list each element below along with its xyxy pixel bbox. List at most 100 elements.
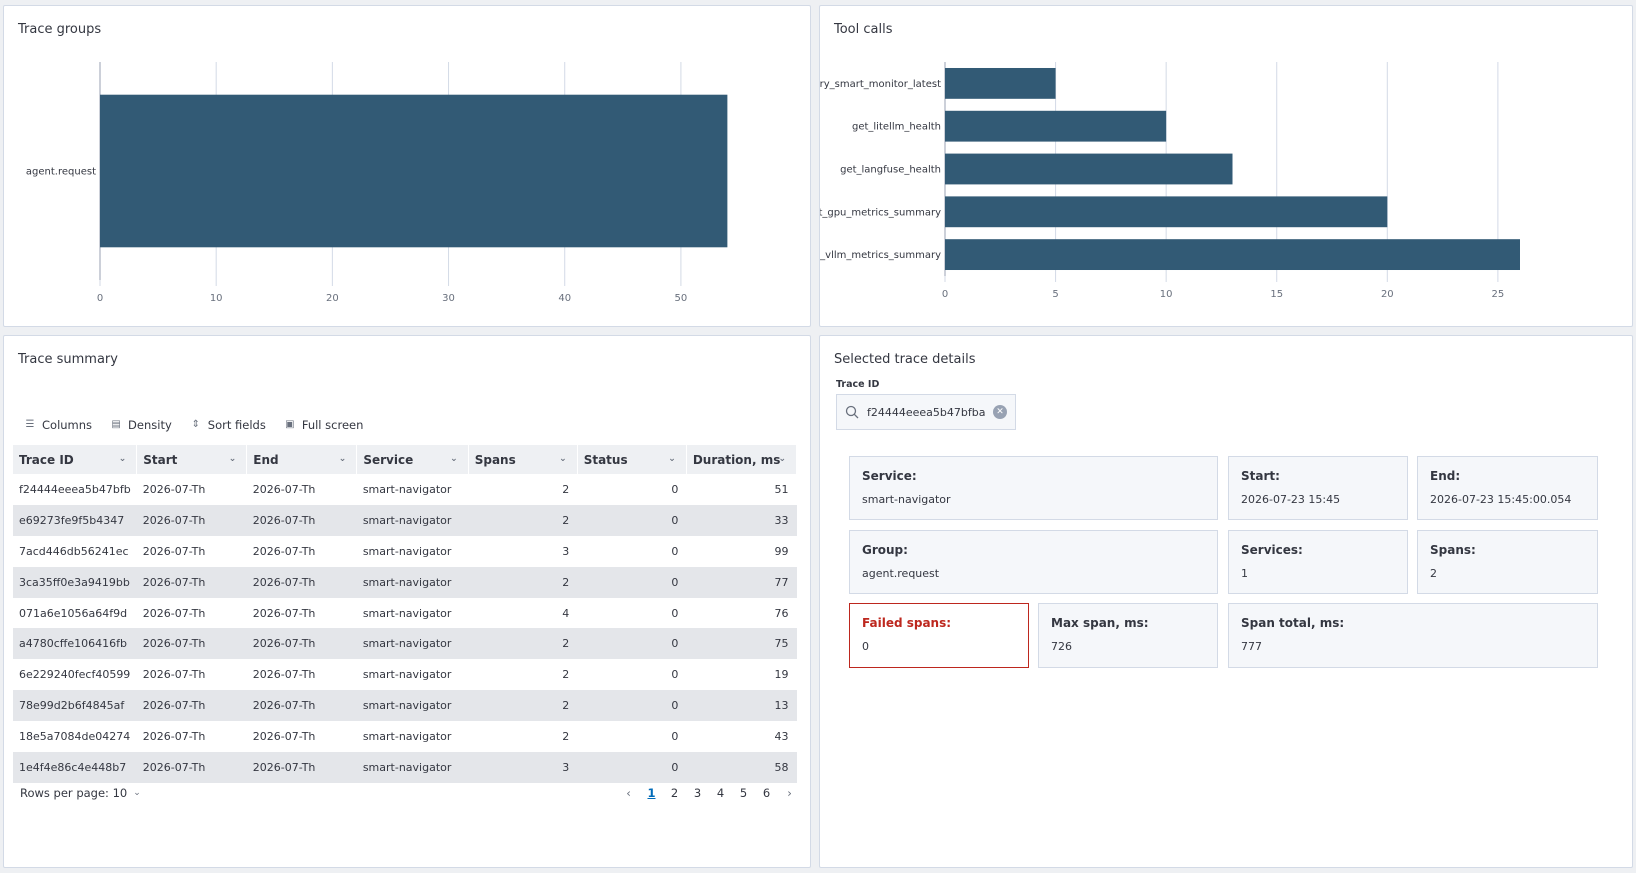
end-value: 2026-07-23 15:45:00.054	[1430, 493, 1572, 506]
trace-id-label: Trace ID	[836, 379, 880, 390]
page-link-4[interactable]: 4	[716, 786, 725, 800]
chevron-down-icon[interactable]: ⌄	[228, 454, 237, 464]
density-icon: ▤	[111, 419, 121, 430]
trace-id-cell: 78e99d2b6f4845af	[13, 690, 137, 722]
page-link-1[interactable]: 1	[647, 786, 656, 800]
column-header-end[interactable]: End ⌄	[246, 445, 358, 474]
start-cell: 2026-07-Th	[136, 504, 247, 536]
chevron-down-icon[interactable]: ⌄	[338, 454, 347, 464]
chevron-down-icon[interactable]: ⌄	[778, 454, 786, 464]
table-row[interactable]: 7acd446db56241ec 2026-07-Th 2026-07-Th smar…	[13, 536, 797, 567]
full-screen-button[interactable]: ▣ Full screen	[284, 418, 364, 432]
table-row[interactable]: 071a6e1056a64f9d 2026-07-Th 2026-07-Th smar…	[13, 598, 797, 629]
sort-fields-button[interactable]: ⇕ Sort fields	[190, 418, 266, 432]
trace-id-cell: a4780cffe106416fb	[13, 628, 137, 660]
trace-id-cell: 071a6e1056a64f9d	[19, 606, 128, 620]
failed-spans-label: Failed spans:	[862, 616, 952, 630]
status-cell: 0	[671, 482, 679, 496]
bar	[100, 94, 728, 248]
column-header-trace-id[interactable]: Trace ID ⌄	[13, 445, 138, 474]
start-cell: 2026-07-Th	[136, 752, 247, 783]
duration-cell: 75	[686, 628, 797, 660]
start-value: 2026-07-23 15:45	[1241, 493, 1341, 506]
table-row[interactable]: 1e4f4e86c4e448b7 2026-07-Th 2026-07-Th smar…	[13, 752, 797, 783]
x-tick-label: 15	[1270, 289, 1283, 300]
table-row[interactable]: e69273fe9f5b4347 2026-07-Th 2026-07-Th smar…	[13, 504, 797, 536]
column-header-duration[interactable]: Duration, ms ⌄	[686, 445, 798, 474]
clear-icon[interactable]: ✕	[993, 405, 1007, 419]
density-label: Density	[128, 418, 172, 432]
chevron-down-icon[interactable]: ⌄	[450, 454, 458, 464]
service-value: smart-navigator	[862, 493, 951, 506]
service-cell: smart-navigator	[362, 730, 452, 744]
spans-cell: 4	[562, 606, 570, 620]
y-category-label: get_litellm_health	[852, 122, 941, 133]
group-card: Group: agent.request	[849, 530, 1218, 594]
table-row[interactable]: f24444eeea5b47bfb 2026-07-Th 2026-07-Th sma…	[13, 474, 797, 505]
table-toolbar: ☰ Columns ▤ Density ⇕ Sort fields ▣ Full…	[24, 418, 364, 432]
y-category-label: get_langfuse_health	[840, 165, 941, 176]
rows-per-page-select[interactable]: Rows per page: 10 ⌄	[20, 786, 141, 800]
chevron-down-icon: ⌄	[133, 788, 141, 798]
spans-card: Spans: 2	[1417, 530, 1598, 594]
chevron-down-icon[interactable]: ⌄	[118, 454, 127, 464]
chevron-down-icon[interactable]: ⌄	[559, 454, 567, 464]
x-tick-label: 10	[210, 293, 223, 304]
end-cell: 2026-07-Th	[246, 504, 357, 536]
status-cell: 0	[577, 504, 687, 536]
start-cell: 2026-07-Th	[136, 628, 247, 660]
max-span-card: Max span, ms: 726	[1038, 603, 1218, 668]
table-row[interactable]: a4780cffe106416fb 2026-07-Th 2026-07-Th sma…	[13, 628, 797, 660]
end-cell: 2026-07-Th	[246, 752, 357, 783]
spans-cell: 2	[562, 482, 570, 496]
table-row[interactable]: 18e5a7084de04274 2026-07-Th 2026-07-Th smar…	[13, 721, 797, 752]
column-header-status[interactable]: Status ⌄	[577, 445, 687, 474]
duration-cell: 51	[774, 482, 789, 496]
duration-cell: 13	[686, 690, 797, 722]
page-link-2[interactable]: 2	[670, 786, 679, 800]
spans-value: 2	[1430, 567, 1437, 580]
trace-details-panel: Selected trace details Trace ID f24444ee…	[819, 335, 1633, 868]
service-cell: smart-navigator	[356, 628, 469, 660]
column-header-spans[interactable]: Spans ⌄	[468, 445, 578, 474]
end-label: End:	[1430, 469, 1461, 483]
x-tick-label: 40	[558, 293, 571, 304]
prev-page-icon[interactable]: ‹	[626, 786, 631, 800]
spans-cell: 2	[468, 628, 578, 660]
service-cell: smart-navigator	[362, 544, 452, 558]
table-row[interactable]: 78e99d2b6f4845af 2026-07-Th 2026-07-Th smar…	[13, 690, 797, 722]
start-cell: 2026-07-Th	[136, 566, 247, 598]
next-page-icon[interactable]: ›	[787, 786, 792, 800]
page-link-5[interactable]: 5	[739, 786, 748, 800]
bar	[945, 196, 1388, 228]
table-row[interactable]: 6e229240fecf40599 2026-07-Th 2026-07-Th sma…	[13, 659, 797, 690]
trace-id-field[interactable]: f24444eeea5b47bfba ✕	[836, 394, 1016, 430]
trace-id-cell: f24444eeea5b47bfb	[19, 482, 131, 496]
x-tick-label: 30	[442, 293, 455, 304]
columns-icon: ☰	[25, 419, 35, 430]
table-row[interactable]: 3ca35ff0e3a9419bb 2026-07-Th 2026-07-Th sma…	[13, 566, 797, 598]
y-category-label: agent.request	[26, 167, 96, 178]
full-screen-label: Full screen	[301, 418, 364, 432]
start-cell: 2026-07-Th	[136, 690, 247, 722]
columns-button[interactable]: ☰ Columns	[24, 418, 93, 432]
duration-cell: 58	[686, 752, 797, 783]
density-button[interactable]: ▤ Density	[110, 418, 172, 432]
y-category-label: get_vllm_metrics_summary	[820, 250, 941, 261]
search-icon	[845, 405, 859, 419]
duration-cell: 43	[774, 730, 789, 744]
group-value: agent.request	[862, 567, 940, 580]
bar	[945, 110, 1167, 142]
end-cell: 2026-07-Th	[252, 544, 316, 558]
column-header-service[interactable]: Service ⌄	[356, 445, 469, 474]
page-link-6[interactable]: 6	[762, 786, 771, 800]
x-tick-label: 10	[1160, 289, 1173, 300]
chevron-down-icon[interactable]: ⌄	[668, 454, 676, 464]
column-header-start[interactable]: Start ⌄	[136, 445, 248, 474]
x-tick-label: 25	[1492, 289, 1505, 300]
tool-calls-chart: 0 5 10 15 20 25 query_smart_monitor_latest get_…	[820, 62, 1520, 300]
page-link-3[interactable]: 3	[693, 786, 702, 800]
trace-id-cell: 18e5a7084de04274	[19, 730, 131, 744]
column-header-label: Start	[143, 452, 178, 467]
duration-cell: 19	[774, 668, 789, 682]
